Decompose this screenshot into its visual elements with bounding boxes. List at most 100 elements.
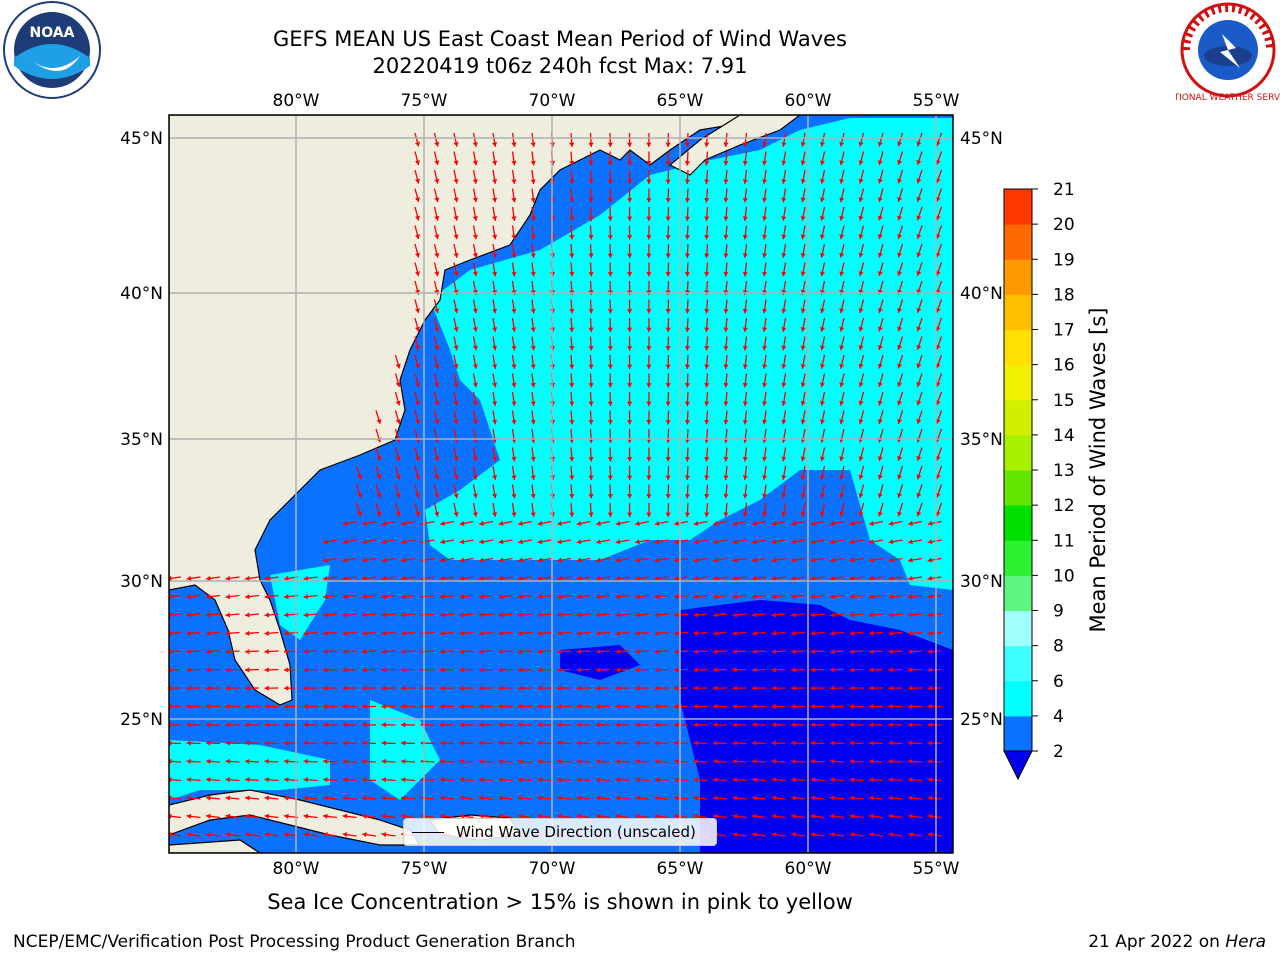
wind-wave-arrowhead xyxy=(530,456,536,462)
colorbar-tick-label: 11 xyxy=(1053,531,1075,551)
wind-wave-arrowhead xyxy=(557,703,562,710)
wind-wave-arrowhead xyxy=(781,382,787,388)
wind-wave-arrowhead xyxy=(479,813,484,819)
wind-wave-arrowhead xyxy=(537,575,543,581)
wind-wave-arrowhead xyxy=(376,474,382,480)
wind-wave-arrowhead xyxy=(342,612,348,618)
wind-wave-arrowhead xyxy=(810,685,815,691)
wind-wave-arrowhead xyxy=(459,520,465,526)
wind-wave-arrowhead xyxy=(839,382,845,388)
wind-wave-arrowhead xyxy=(434,345,440,351)
wind-wave-arrowhead xyxy=(206,594,211,600)
wind-wave-arrowhead xyxy=(401,594,406,600)
wind-wave-arrowhead xyxy=(453,474,459,480)
wind-wave-arrowhead xyxy=(557,630,562,636)
wind-wave-arrowhead xyxy=(576,703,581,710)
wind-wave-arrowhead xyxy=(635,795,640,801)
wind-wave-arrowhead xyxy=(935,381,941,387)
wind-wave-arrowhead xyxy=(723,456,729,462)
wind-wave-arrowhead xyxy=(459,740,464,746)
colorbar-tick-label: 15 xyxy=(1053,391,1075,411)
wind-wave-arrowhead xyxy=(323,795,328,801)
wind-wave-arrowhead xyxy=(498,703,503,710)
wind-wave-arrowhead xyxy=(665,475,671,480)
wind-wave-arrowhead xyxy=(869,740,874,746)
wind-wave-arrowhead xyxy=(627,235,633,240)
wind-wave-arrowhead xyxy=(323,575,328,581)
wind-wave-arrowhead xyxy=(646,438,652,443)
wind-wave-arrowhead xyxy=(897,382,903,387)
wind-wave-arrowhead xyxy=(742,327,748,332)
colorbar-tick-label: 16 xyxy=(1053,356,1075,376)
wind-wave-arrowhead xyxy=(596,813,601,819)
wind-wave-arrowhead xyxy=(665,179,671,184)
wind-wave-arrowhead xyxy=(440,630,445,636)
wind-wave-arrowhead xyxy=(530,512,536,517)
wind-wave-arrowhead xyxy=(492,419,498,425)
wind-wave-arrowhead xyxy=(830,722,835,728)
wind-wave-arrowhead xyxy=(762,419,768,425)
wind-wave-arrowhead xyxy=(646,457,652,462)
wind-wave-arrowhead xyxy=(762,512,768,517)
wind-wave-arrowhead xyxy=(849,777,855,783)
wind-wave-arrowhead xyxy=(858,511,864,517)
wind-wave-arrowhead xyxy=(665,457,671,462)
wind-wave-arrowhead xyxy=(723,234,729,240)
wind-wave-arrowhead xyxy=(414,326,420,332)
colorbar-segment xyxy=(1004,294,1032,330)
wind-wave-arrowhead xyxy=(732,795,738,801)
wind-wave-arrowhead xyxy=(453,197,459,203)
wind-wave-arrowhead xyxy=(858,474,864,480)
wind-wave-arrowhead xyxy=(684,346,691,351)
wind-wave-arrowhead xyxy=(284,758,289,764)
wind-wave-arrowhead xyxy=(376,419,382,424)
wind-wave-arrowhead xyxy=(935,252,941,258)
wind-wave-arrowhead xyxy=(225,740,230,746)
wind-wave-arrowhead xyxy=(654,740,659,746)
wind-wave-arrowhead xyxy=(704,327,710,332)
wind-wave-arrowhead xyxy=(723,345,729,351)
wind-wave-arrowhead xyxy=(569,419,575,425)
wind-wave-arrowhead xyxy=(303,722,308,728)
wind-wave-arrowhead xyxy=(781,179,787,184)
wind-wave-arrowhead xyxy=(771,667,776,673)
wind-wave-arrowhead xyxy=(791,667,796,673)
wind-wave-arrowhead xyxy=(530,382,536,388)
wind-wave-arrowhead xyxy=(434,474,440,480)
wind-wave-arrowhead xyxy=(888,740,893,746)
wind-wave-arrowhead xyxy=(557,777,562,783)
wind-wave-arrowhead xyxy=(704,382,710,388)
wind-wave-arrowhead xyxy=(627,309,633,314)
wind-wave-arrowhead xyxy=(646,253,652,258)
wind-wave-arrowhead xyxy=(472,382,478,388)
wind-wave-arrowhead xyxy=(908,539,913,545)
wind-wave-arrowhead xyxy=(935,233,941,239)
wind-wave-arrowhead xyxy=(576,685,581,691)
wind-wave-arrowhead xyxy=(839,493,845,499)
wind-wave-arrowhead xyxy=(498,813,504,819)
wind-wave-arrowhead xyxy=(342,777,348,783)
wind-wave-arrowhead xyxy=(732,630,738,636)
wind-wave-arrowhead xyxy=(323,594,328,600)
wind-wave-arrowhead xyxy=(557,740,562,746)
wind-wave-arrowhead xyxy=(723,271,729,277)
wind-wave-arrowhead xyxy=(704,271,710,277)
wind-wave-arrowhead xyxy=(927,594,933,600)
wind-wave-arrowhead xyxy=(742,308,748,314)
wind-wave-arrowhead xyxy=(401,520,406,526)
wind-wave-arrowhead xyxy=(704,364,710,369)
wind-wave-arrowhead xyxy=(511,234,517,240)
wind-wave-arrowhead xyxy=(569,456,575,462)
wind-wave-arrowhead xyxy=(303,685,308,691)
wind-wave-arrowhead xyxy=(693,685,698,691)
wind-wave-arrowhead xyxy=(401,630,406,636)
wind-wave-arrowhead xyxy=(395,382,401,387)
wind-wave-arrowhead xyxy=(518,594,523,600)
colorbar-segment xyxy=(1004,364,1032,401)
colorbar-segment xyxy=(1004,610,1032,647)
wind-wave-arrowhead xyxy=(381,703,386,710)
wind-wave-arrowhead xyxy=(479,722,484,728)
wind-wave-arrowhead xyxy=(557,557,562,563)
wind-wave-arrowhead xyxy=(723,197,729,203)
wind-wave-arrowhead xyxy=(849,520,855,526)
